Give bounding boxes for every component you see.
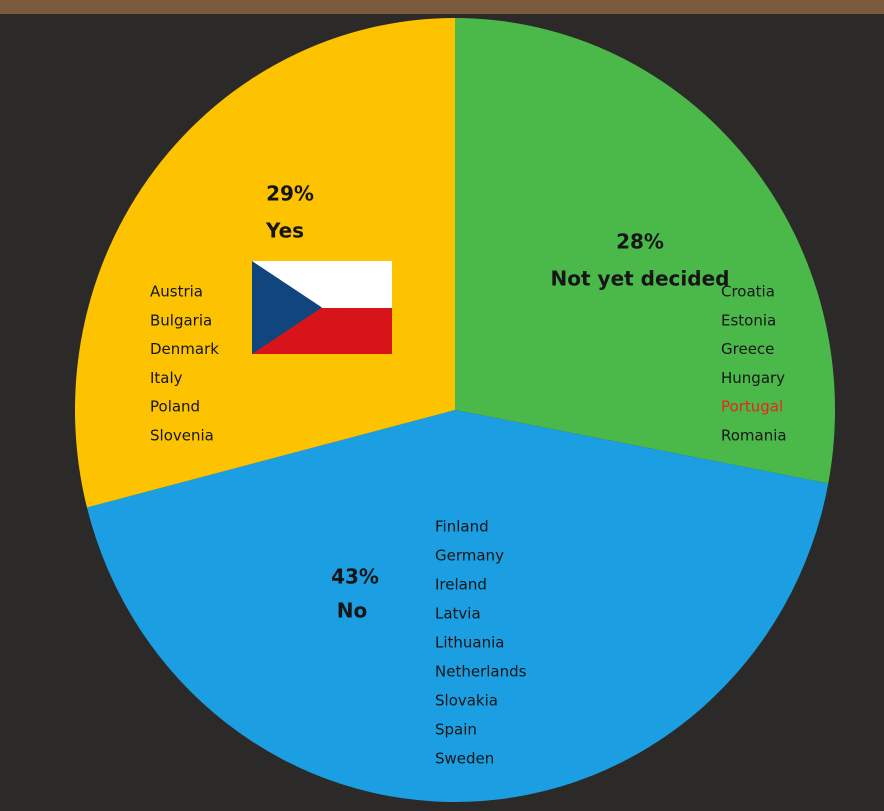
country-label: Hungary — [721, 369, 785, 387]
country-label: Finland — [435, 518, 489, 536]
value-label: 29% — [266, 182, 314, 206]
country-label: Italy — [150, 369, 183, 387]
country-label: Denmark — [150, 340, 219, 358]
country-label: Romania — [721, 427, 787, 445]
category-label: Not yet decided — [551, 267, 730, 291]
country-label: Greece — [721, 340, 774, 358]
top-strip — [0, 0, 884, 14]
country-label: Slovakia — [435, 692, 498, 710]
country-label: Germany — [435, 547, 504, 565]
country-label: Ireland — [435, 576, 487, 594]
pie-slice — [455, 18, 835, 484]
country-label: Spain — [435, 721, 477, 739]
country-label: Austria — [150, 283, 203, 301]
flag-triangle — [252, 261, 322, 354]
value-label: 43% — [331, 565, 379, 589]
country-label: Portugal — [721, 398, 783, 416]
czech-flag — [252, 261, 392, 354]
country-label: Poland — [150, 398, 200, 416]
country-label: Bulgaria — [150, 311, 212, 329]
category-label: Yes — [265, 219, 304, 243]
country-label: Sweden — [435, 750, 494, 768]
value-label: 28% — [616, 230, 664, 254]
country-label: Slovenia — [150, 427, 214, 445]
country-label: Estonia — [721, 311, 776, 329]
country-label: Croatia — [721, 283, 775, 301]
country-label: Latvia — [435, 605, 481, 623]
country-label: Netherlands — [435, 663, 527, 681]
category-label: No — [337, 599, 367, 623]
pie-slice — [86, 410, 829, 803]
country-label: Lithuania — [435, 634, 504, 652]
